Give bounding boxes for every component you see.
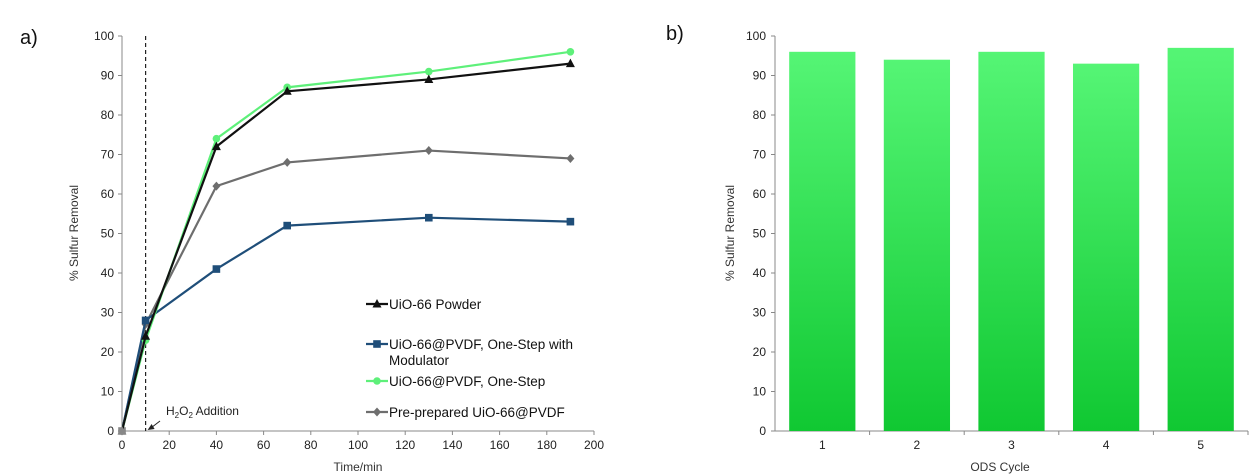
chart-a-y-tick-label: 100 xyxy=(94,29,114,43)
data-point xyxy=(212,181,221,191)
data-point xyxy=(566,217,575,226)
legend-entry: UiO-66@PVDF, One-Step xyxy=(389,374,545,389)
chart-a-y-tick-label: 10 xyxy=(101,385,115,399)
data-point xyxy=(425,213,433,222)
data-point xyxy=(141,331,151,340)
chart-b-y-tick-label: 70 xyxy=(753,148,767,162)
series-line xyxy=(120,62,571,432)
data-point xyxy=(425,67,433,76)
bar xyxy=(1167,47,1234,431)
chart-b-x-tick-label: 3 xyxy=(1008,438,1015,452)
panel-b-label: b) xyxy=(666,23,684,45)
chart-b-y-tick-label: 60 xyxy=(753,187,767,201)
chart-b-y-tick-label: 100 xyxy=(746,29,766,43)
legend-entry: UiO-66@PVDF, One-Step with Modulator xyxy=(389,337,573,368)
chart-a-y-tick-label: 60 xyxy=(101,187,115,201)
data-point xyxy=(283,157,292,167)
chart-b-y-tick-label: 30 xyxy=(753,306,767,320)
data-point xyxy=(566,48,575,56)
chart-b-y-tick-label: 50 xyxy=(753,227,767,241)
chart-a-y-tick-label: 70 xyxy=(101,148,115,162)
bar xyxy=(789,51,856,432)
chart-a-x-tick-label: 80 xyxy=(304,438,318,452)
chart-a-x-tick-label: 120 xyxy=(395,438,415,452)
chart-a-x-tick-label: 0 xyxy=(119,438,126,452)
data-point xyxy=(565,58,575,68)
h2o2-addition-annotation: H2O2 Addition xyxy=(166,404,239,420)
chart-a-y-tick-label: 50 xyxy=(101,227,115,241)
bar xyxy=(978,51,1045,432)
chart-a-y-tick-label: 30 xyxy=(101,306,115,320)
data-point xyxy=(211,141,221,151)
chart-a-x-tick-label: 60 xyxy=(257,438,271,452)
chart-a-x-tick-label: 40 xyxy=(210,438,224,452)
chart-a-x-tick-label: 140 xyxy=(442,438,462,452)
chart-b-x-tick-label: 1 xyxy=(819,438,826,452)
data-point xyxy=(141,316,150,325)
chart-b-y-tick-label: 80 xyxy=(753,108,767,122)
chart-b-y-tick-label: 10 xyxy=(753,385,767,399)
data-point xyxy=(212,265,221,273)
bar xyxy=(883,59,951,431)
chart-b-x-tick-label: 5 xyxy=(1197,438,1204,452)
chart-a-x-tick-label: 100 xyxy=(348,438,368,452)
chart-a-y-tick-label: 90 xyxy=(101,69,115,83)
chart-b-y-tick-label: 90 xyxy=(753,69,767,83)
chart-b-y-axis-label: % Sulfur Removal xyxy=(723,185,737,281)
series-1 xyxy=(118,213,575,435)
bar-chart: 0 10 20 30 40 50 60 70 80 90 100 1 2 3 4 5 xyxy=(746,29,1249,452)
data-point xyxy=(424,146,433,156)
data-point xyxy=(373,340,381,348)
bar xyxy=(1072,63,1140,432)
data-point xyxy=(372,299,382,308)
chart-b-y-tick-label: 20 xyxy=(753,345,767,359)
legend-entry: Pre-prepared UiO-66@PVDF xyxy=(389,405,565,420)
chart-b-x-tick-label: 2 xyxy=(914,438,921,452)
chart-a-x-tick-label: 200 xyxy=(584,438,604,452)
chart-a-x-tick-label: 20 xyxy=(163,438,177,452)
chart-a-x-tick-label: 160 xyxy=(490,438,510,452)
data-point xyxy=(566,153,575,163)
legend-entry: UiO-66 Powder xyxy=(389,297,482,312)
line-chart: 0 10 20 30 40 50 60 70 80 90 100 0 20 40 60 80 100 120 140… xyxy=(94,29,604,452)
data-point xyxy=(117,426,127,435)
chart-a-legend: UiO-66 Powder UiO-66@PVDF, One-Step with M… xyxy=(366,297,573,420)
data-point xyxy=(283,221,291,230)
data-point xyxy=(282,86,292,95)
data-point xyxy=(373,407,381,417)
data-point xyxy=(212,134,221,143)
data-point xyxy=(373,377,381,385)
chart-b-y-tick-label: 40 xyxy=(753,266,767,280)
data-point xyxy=(424,74,434,83)
annotation-arrowhead xyxy=(147,424,155,430)
chart-a-y-tick-label: 40 xyxy=(101,266,115,280)
chart-a-x-axis-label: Time/min xyxy=(334,460,383,474)
chart-a-x-tick-label: 180 xyxy=(537,438,557,452)
panel-a-label: a) xyxy=(20,27,38,49)
chart-b-x-tick-label: 4 xyxy=(1103,438,1110,452)
chart-a-y-axis-label: % Sulfur Removal xyxy=(67,185,81,281)
series-line xyxy=(120,216,571,432)
chart-a-y-tick-label: 80 xyxy=(101,108,115,122)
chart-a-y-tick-label: 20 xyxy=(101,345,115,359)
chart-b-x-axis-label: ODS Cycle xyxy=(970,460,1030,474)
chart-a-y-tick-label: 0 xyxy=(107,424,114,438)
series-0 xyxy=(117,58,575,435)
chart-b-y-tick-label: 0 xyxy=(759,424,766,438)
